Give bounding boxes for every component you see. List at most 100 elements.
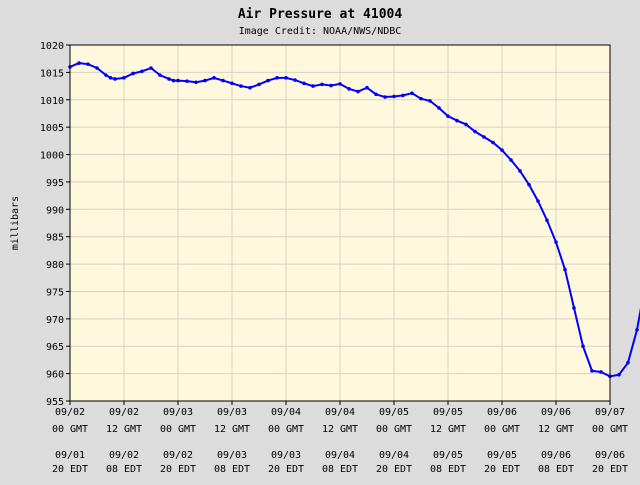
chart-subtitle: Image Credit: NOAA/NWS/NDBC (239, 26, 402, 37)
data-point (293, 78, 297, 82)
data-point (86, 62, 90, 66)
x-tick-label: 08 EDT (322, 464, 358, 475)
y-tick-label: 1010 (40, 96, 64, 107)
data-point (509, 158, 513, 162)
data-point (171, 78, 176, 83)
data-point (392, 94, 396, 99)
x-tick-label: 09/04 (271, 407, 301, 418)
data-point (230, 81, 234, 86)
x-tick-label: 00 GMT (52, 424, 88, 435)
y-tick-label: 975 (46, 287, 64, 298)
data-point (527, 182, 531, 187)
data-point (158, 73, 162, 77)
data-point (599, 370, 603, 374)
x-tick-label: 20 EDT (484, 464, 520, 475)
data-point (590, 369, 594, 373)
data-point (419, 96, 423, 101)
data-point (221, 78, 225, 83)
data-point (239, 84, 243, 88)
y-tick-label: 970 (46, 315, 64, 326)
data-point (185, 79, 189, 83)
data-point (356, 89, 360, 94)
x-tick-label: 00 GMT (376, 424, 412, 435)
x-tick-label: 12 GMT (214, 424, 250, 435)
x-tick-label: 09/02 (109, 407, 139, 418)
data-point (140, 69, 144, 74)
data-point (338, 82, 342, 86)
data-point (113, 77, 117, 81)
grid-lines (70, 45, 610, 401)
x-tick-label: 20 EDT (52, 464, 88, 475)
x-tick-label: 09/06 (595, 450, 625, 461)
x-tick-label: 09/04 (379, 450, 409, 461)
data-point (536, 199, 540, 203)
data-point (311, 84, 315, 88)
data-point (149, 66, 153, 70)
x-tick-label: 09/02 (55, 407, 85, 418)
x-tick-label: 09/06 (541, 450, 571, 461)
y-tick-label: 990 (46, 205, 64, 216)
data-point (401, 93, 405, 98)
data-point (347, 87, 351, 91)
y-tick-label: 1005 (40, 123, 64, 134)
data-point (320, 82, 324, 87)
data-point (77, 61, 81, 65)
x-tick-label: 12 GMT (538, 424, 574, 435)
x-tick-label: 00 GMT (484, 424, 520, 435)
y-tick-label: 965 (46, 342, 64, 353)
x-tick-label: 09/03 (217, 407, 247, 418)
data-point (635, 328, 639, 332)
data-point (437, 106, 441, 110)
data-point (482, 135, 486, 139)
y-tick-label: 1020 (40, 41, 64, 52)
x-tick-label: 00 GMT (268, 424, 304, 435)
plot-frame (69, 44, 611, 402)
y-tick-label: 980 (46, 260, 64, 271)
data-point (266, 78, 270, 83)
data-point (365, 85, 369, 90)
x-tick-label: 09/02 (163, 450, 193, 461)
x-tick-label: 20 EDT (268, 464, 304, 475)
data-point (194, 80, 198, 85)
data-point (518, 169, 522, 173)
x-tick-label: 20 EDT (592, 464, 628, 475)
data-point (284, 76, 288, 80)
data-point (275, 76, 279, 80)
data-point (329, 83, 333, 88)
x-tick-label: 09/05 (487, 450, 517, 461)
data-point (248, 85, 252, 90)
data-point (203, 78, 207, 83)
x-tick-label: 12 GMT (430, 424, 466, 435)
x-tick-label: 09/05 (433, 407, 463, 418)
series-line (68, 61, 640, 379)
x-tick-label: 09/03 (163, 407, 193, 418)
data-point (374, 92, 378, 97)
data-point (626, 360, 630, 365)
data-point (500, 148, 504, 152)
data-point (617, 372, 621, 377)
x-tick-label: 00 GMT (160, 424, 196, 435)
y-axis-label: millibars (10, 196, 21, 250)
data-point (545, 218, 549, 223)
data-point (410, 91, 414, 95)
x-tick-label: 09/03 (217, 450, 247, 461)
data-point (104, 73, 108, 77)
data-point (464, 122, 468, 127)
y-tick-label: 955 (46, 397, 64, 408)
data-point (95, 66, 99, 70)
y-tick-label: 985 (46, 233, 64, 244)
x-tick-label: 09/03 (271, 450, 301, 461)
x-tick-label: 09/04 (325, 450, 355, 461)
chart-title: Air Pressure at 41004 (238, 7, 403, 22)
x-tick-label: 09/07 (595, 407, 625, 418)
x-tick-label: 12 GMT (106, 424, 142, 435)
x-tick-label: 08 EDT (538, 464, 574, 475)
y-tick-label: 1000 (40, 151, 64, 162)
x-tick-label: 09/01 (55, 450, 85, 461)
axes: 955 960 965 970 975 980 985 990 995 1000 1005 1010 1… (40, 41, 628, 475)
data-point (563, 267, 567, 272)
data-point (383, 95, 387, 99)
x-tick-label: 00 GMT (592, 424, 628, 435)
data-point (167, 77, 171, 81)
